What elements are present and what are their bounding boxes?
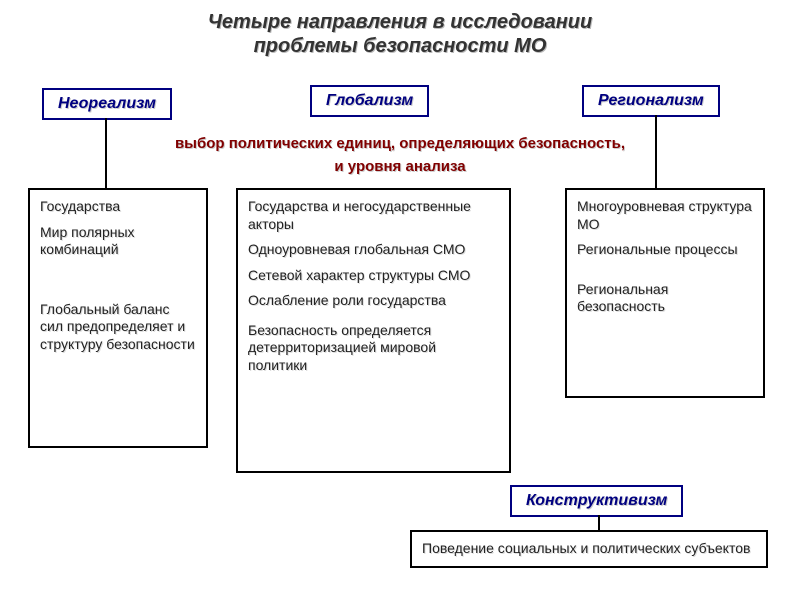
approach-regionalism: Регионализм: [582, 85, 720, 117]
detail-regionalism: Многоуровневая структура МО Региональные…: [565, 188, 765, 398]
title-line-2: проблемы безопасности МО: [254, 35, 547, 57]
connector-neorealism: [105, 118, 107, 188]
connector-constructivism: [598, 515, 600, 530]
subtitle-line-2: и уровня анализа: [0, 158, 800, 175]
detail-constructivism: Поведение социальных и политических субъ…: [410, 530, 768, 568]
approach-globalism: Глобализм: [310, 85, 429, 117]
subtitle-line-1: выбор политических единиц, определяющих …: [0, 135, 800, 152]
approach-neorealism: Неореализм: [42, 88, 172, 120]
detail-neorealism: Государства Мир полярных комбинаций Глоб…: [28, 188, 208, 448]
detail-globalism: Государства и негосударственные акторы О…: [236, 188, 511, 473]
title-line-1: Четыре направления в исследовании: [208, 11, 593, 33]
page-title: Четыре направления в исследовании пробле…: [0, 10, 800, 58]
approach-constructivism: Конструктивизм: [510, 485, 683, 517]
connector-regionalism: [655, 115, 657, 188]
